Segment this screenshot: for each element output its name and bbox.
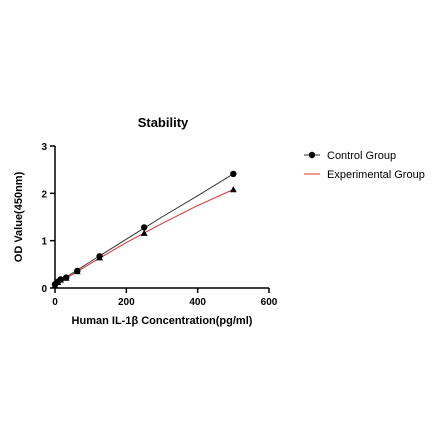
axis-ticks: 0 200 400 600 0 1 2 3	[41, 142, 277, 308]
experimental-group-point	[140, 229, 148, 236]
legend-experimental-label: Experimental Group	[327, 169, 425, 181]
experimental-group-point	[57, 276, 64, 283]
experimental-group-point	[96, 254, 103, 261]
data-markers	[51, 170, 237, 288]
experimental-group-fit-line	[54, 189, 234, 286]
control-group-point	[140, 224, 148, 231]
y-tick-label: 2	[41, 189, 47, 200]
x-tick-label: 400	[189, 297, 206, 308]
x-axis-label: Human IL-1β Concentration(pg/ml)	[72, 315, 253, 327]
y-tick-label: 0	[41, 284, 47, 295]
experimental-group-point	[73, 268, 81, 275]
legend: Control Group Experimental Group	[304, 150, 425, 181]
y-tick-label: 3	[41, 142, 47, 153]
x-tick-label: 200	[118, 297, 135, 308]
experimental-group-point	[62, 274, 70, 281]
control-group-point	[230, 170, 237, 178]
chart-title: Stability	[138, 115, 189, 130]
y-axis-label: OD Value(450nm)	[13, 171, 25, 262]
plot-area: 0 200 400 600 0 1 2 3	[41, 142, 277, 308]
x-tick-label: 0	[52, 297, 58, 308]
x-tick-label: 600	[261, 297, 278, 308]
y-tick-label: 1	[41, 237, 47, 248]
legend-control-marker	[308, 151, 316, 159]
experimental-group-point	[229, 186, 237, 193]
legend-control-label: Control Group	[327, 150, 396, 162]
